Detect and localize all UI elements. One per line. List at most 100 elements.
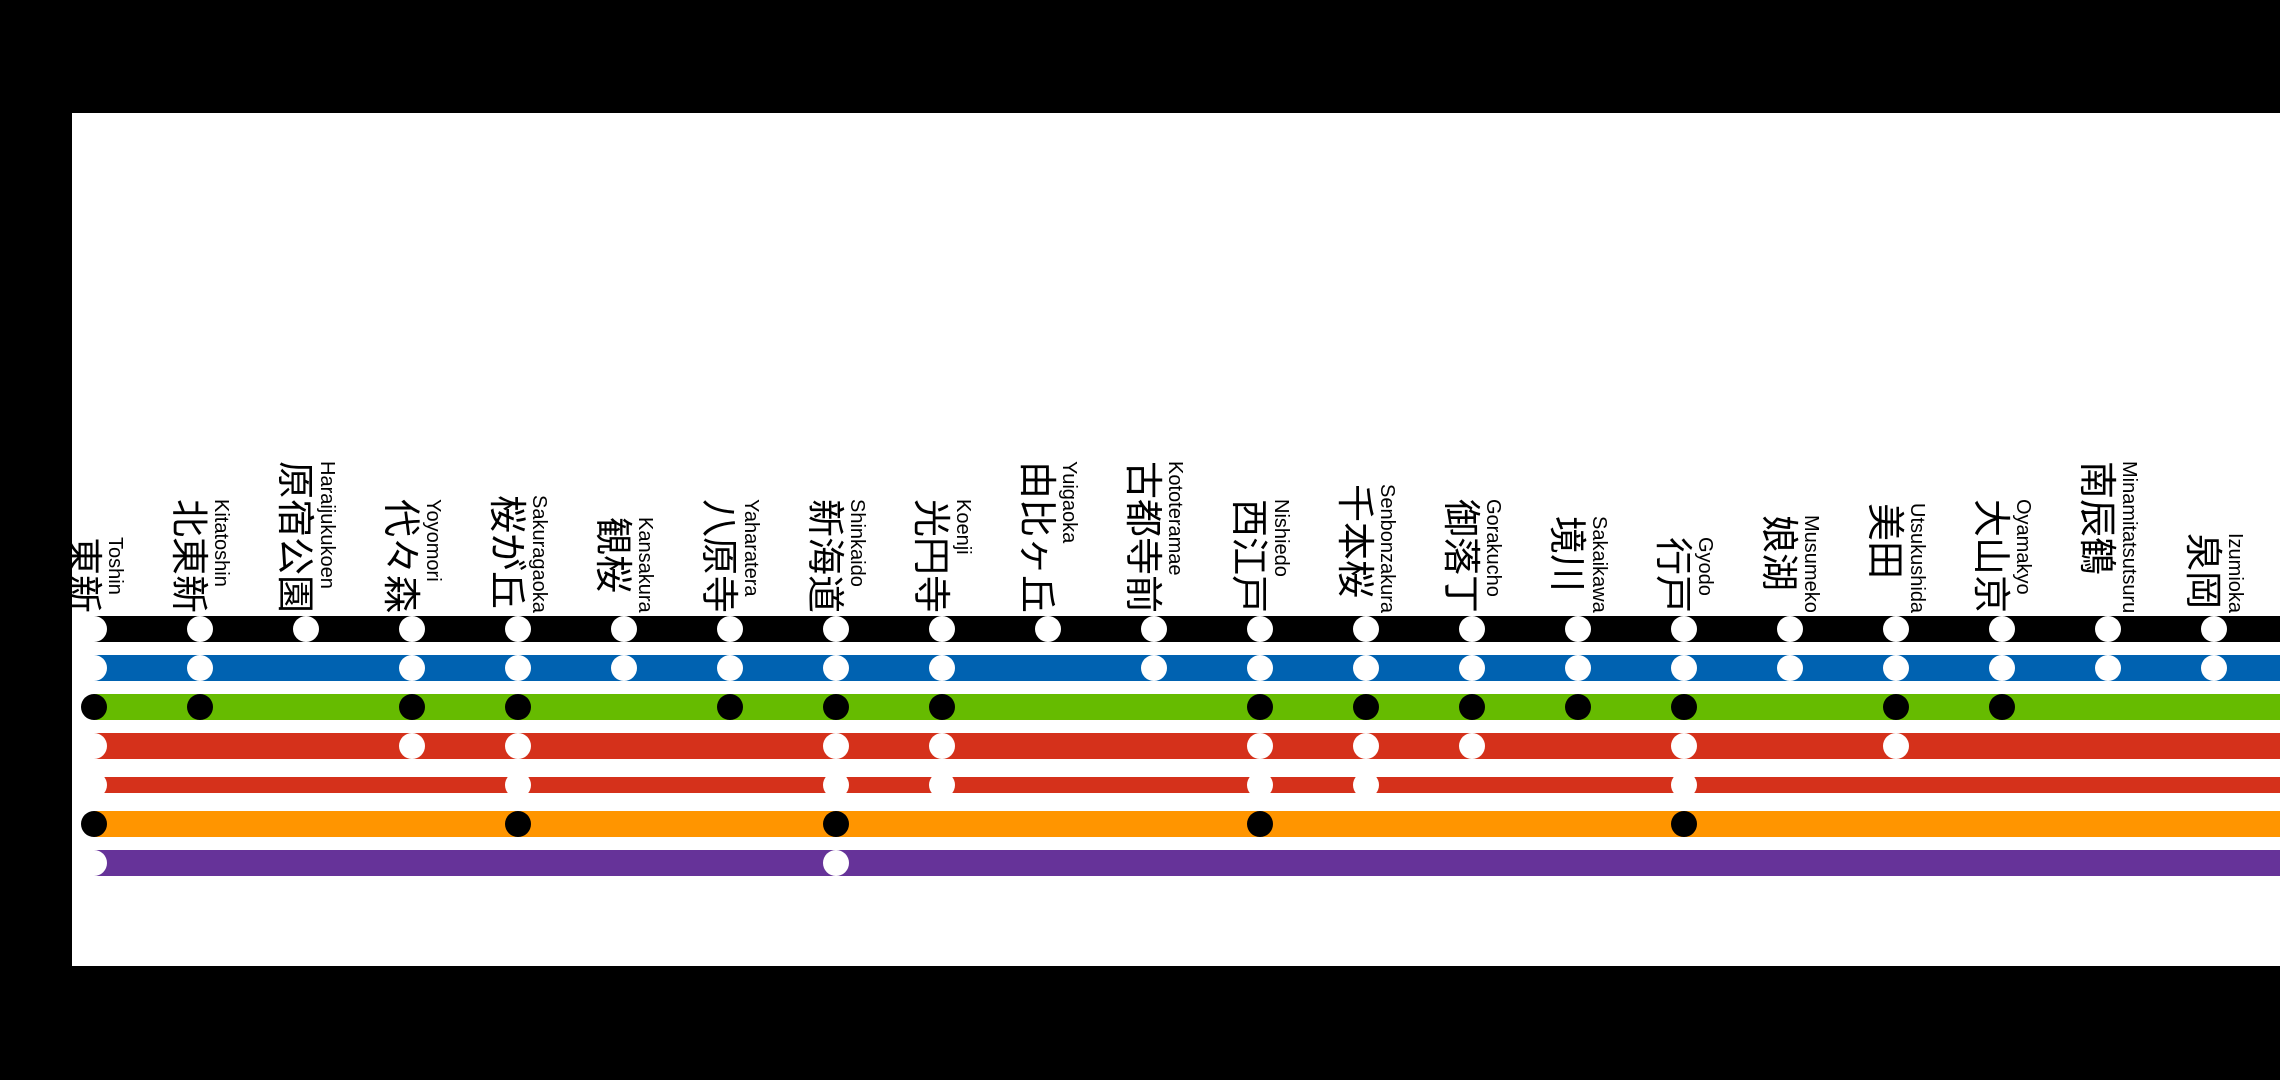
route-line bbox=[94, 616, 2280, 642]
station-kanji: 境川 bbox=[1544, 516, 1589, 593]
station-label: Haraijukukoen 原宿公園 bbox=[272, 461, 338, 614]
station-romaji: Koenji bbox=[951, 499, 974, 555]
station-romaji: Gorakucho bbox=[1481, 499, 1504, 597]
station-stop-dot bbox=[1035, 616, 1061, 642]
station-label: Gorakucho 御落丁 bbox=[1439, 499, 1504, 613]
station-stop-dot bbox=[823, 811, 849, 837]
station-label: Kansakura 観桜 bbox=[590, 517, 656, 613]
station-stop-dot bbox=[1247, 694, 1273, 720]
station-label: Oyamakyo 大山京 bbox=[1969, 499, 2034, 613]
station-stop-dot bbox=[717, 616, 743, 642]
station-romaji: Kansakura bbox=[633, 517, 656, 613]
station-stop-dot bbox=[1671, 733, 1697, 759]
station-stop-dot bbox=[823, 850, 849, 876]
station-stop-dot bbox=[399, 655, 425, 681]
station-romaji: Musumeko bbox=[1799, 515, 1822, 613]
station-stop-dot bbox=[929, 694, 955, 720]
station-stop-dot bbox=[1353, 733, 1379, 759]
station-kanji: 東新 bbox=[72, 537, 105, 614]
station-kanji: 南辰鶴 bbox=[2074, 461, 2119, 576]
station-romaji: Sakuragaoka bbox=[527, 495, 550, 613]
station-stop-dot bbox=[81, 694, 107, 720]
station-stop-dot bbox=[505, 655, 531, 681]
station-stop-dot bbox=[1883, 694, 1909, 720]
station-romaji: Senbonzakura bbox=[1375, 484, 1398, 613]
station-label: Musumeko 娘湖 bbox=[1756, 515, 1822, 613]
station-kanji: 北東新 bbox=[166, 499, 211, 614]
station-kanji: 桜が丘 bbox=[484, 495, 529, 610]
station-stop-dot bbox=[1989, 655, 2015, 681]
station-stop-dot bbox=[187, 616, 213, 642]
station-kanji: 西江戸 bbox=[1226, 499, 1271, 614]
station-stop-dot bbox=[505, 811, 531, 837]
station-stop-dot bbox=[1777, 655, 1803, 681]
station-romaji: Sakaikawa bbox=[1587, 516, 1610, 613]
station-stop-dot bbox=[81, 850, 107, 876]
route-line bbox=[94, 777, 2280, 793]
station-label: Toshin 東新 bbox=[72, 537, 126, 614]
station-stop-dot bbox=[823, 733, 849, 759]
station-stop-dot bbox=[717, 655, 743, 681]
station-stop-dot bbox=[1247, 655, 1273, 681]
station-stop-dot bbox=[1989, 616, 2015, 642]
station-stop-dot bbox=[187, 694, 213, 720]
station-stop-dot bbox=[1141, 655, 1167, 681]
station-stop-dot bbox=[1247, 811, 1273, 837]
station-stop-dot bbox=[1247, 616, 1273, 642]
station-stop-dot bbox=[929, 733, 955, 759]
station-label: Yuigaoka 由比ヶ丘 bbox=[1015, 461, 1080, 613]
station-kanji: 原宿公園 bbox=[272, 461, 317, 614]
station-stop-dot bbox=[81, 772, 107, 798]
station-kanji: 行戸 bbox=[1650, 537, 1695, 614]
station-label: Nishiedo 西江戸 bbox=[1226, 499, 1292, 614]
station-stop-dot bbox=[1883, 733, 1909, 759]
station-stop-dot bbox=[187, 655, 213, 681]
station-stop-dot bbox=[1459, 733, 1485, 759]
station-kanji: 観桜 bbox=[590, 517, 635, 594]
station-stop-dot bbox=[1353, 655, 1379, 681]
station-stop-dot bbox=[1353, 616, 1379, 642]
station-romaji: Haraijukukoen bbox=[315, 461, 338, 589]
station-stop-dot bbox=[505, 616, 531, 642]
station-stop-dot bbox=[1671, 811, 1697, 837]
station-stop-dot bbox=[81, 811, 107, 837]
station-romaji: Yoyomori bbox=[421, 499, 444, 582]
station-stop-dot bbox=[399, 733, 425, 759]
station-stop-dot bbox=[1141, 616, 1167, 642]
station-romaji: Gyodo bbox=[1693, 537, 1716, 596]
station-kanji: 娘湖 bbox=[1756, 515, 1801, 592]
route-line bbox=[94, 850, 2280, 876]
station-stop-dot bbox=[505, 772, 531, 798]
route-line bbox=[94, 733, 2280, 759]
station-romaji: Toshin bbox=[103, 537, 126, 595]
station-stop-dot bbox=[929, 772, 955, 798]
station-stop-dot bbox=[1671, 655, 1697, 681]
station-kanji: 泉岡 bbox=[2180, 533, 2225, 610]
station-stop-dot bbox=[1353, 772, 1379, 798]
station-stop-dot bbox=[1565, 616, 1591, 642]
station-romaji: Minamitatsutsuru bbox=[2117, 461, 2140, 614]
station-kanji: 美田 bbox=[1862, 503, 1907, 580]
station-label: Koenji 光円寺 bbox=[909, 499, 974, 613]
station-stop-dot bbox=[1777, 616, 1803, 642]
station-romaji: Kototeramae bbox=[1163, 461, 1186, 576]
station-stop-dot bbox=[2095, 616, 2121, 642]
station-romaji: Yaharatera bbox=[739, 499, 762, 597]
route-diagram: Toshin 東新 Kitatoshin 北東新 Haraijukukoen 原宿公園 Yo… bbox=[72, 113, 2280, 966]
station-stop-dot bbox=[1989, 694, 2015, 720]
station-stop-dot bbox=[2095, 655, 2121, 681]
station-label: Kototeramae 古都寺前 bbox=[1121, 461, 1186, 613]
station-romaji: Nishiedo bbox=[1269, 499, 1292, 577]
station-stop-dot bbox=[1883, 616, 1909, 642]
station-label: Utsukushida 美田 bbox=[1862, 503, 1928, 613]
station-label: Minamitatsutsuru 南辰鶴 bbox=[2074, 461, 2140, 614]
station-stop-dot bbox=[505, 733, 531, 759]
station-stop-dot bbox=[1565, 694, 1591, 720]
station-stop-dot bbox=[81, 616, 107, 642]
station-romaji: Izumioka bbox=[2223, 533, 2246, 614]
station-label: Gyodo 行戸 bbox=[1650, 537, 1716, 614]
station-stop-dot bbox=[1459, 655, 1485, 681]
station-stop-dot bbox=[1883, 655, 1909, 681]
route-line bbox=[94, 655, 2280, 681]
station-kanji: 八原寺 bbox=[696, 499, 741, 614]
